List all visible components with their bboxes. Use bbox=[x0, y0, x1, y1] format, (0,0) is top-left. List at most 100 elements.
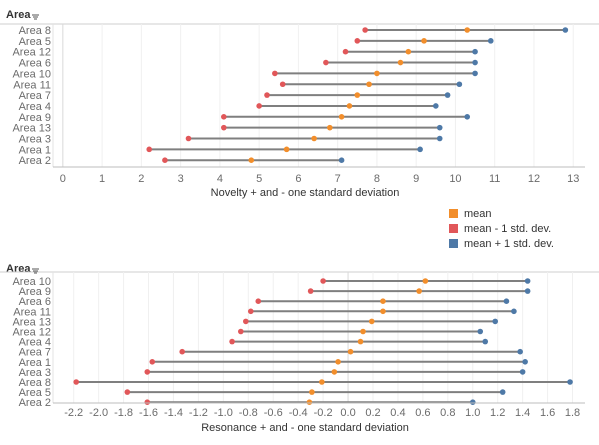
novelty-plus-point bbox=[487, 38, 494, 44]
novelty-category-label: Area 11 bbox=[13, 79, 51, 91]
resonance-mean-point bbox=[416, 288, 422, 294]
novelty-mean-point bbox=[346, 103, 353, 109]
novelty-mean-point bbox=[405, 48, 412, 55]
resonance-tick-label: 0.0 bbox=[340, 407, 355, 419]
legend-swatch-plus bbox=[449, 239, 458, 248]
resonance-mean-point bbox=[368, 318, 375, 325]
novelty-mean-point bbox=[366, 81, 372, 88]
resonance-tick-label: -0.6 bbox=[264, 407, 283, 419]
novelty-mean-point bbox=[374, 70, 380, 77]
novelty-minus-point bbox=[342, 48, 349, 55]
novelty-plus-point bbox=[433, 103, 439, 109]
resonance-tick-label: 0.6 bbox=[415, 407, 430, 419]
resonance-category-label: Area 2 bbox=[19, 397, 51, 409]
resonance-minus-point bbox=[149, 359, 156, 365]
novelty-minus-point bbox=[221, 114, 227, 120]
novelty-minus-point bbox=[221, 124, 227, 131]
resonance-mean-point bbox=[347, 348, 354, 355]
novelty-mean-point bbox=[248, 157, 255, 163]
novelty-plus-point bbox=[472, 70, 478, 77]
novelty-category-label: Area 10 bbox=[12, 68, 51, 80]
resonance-minus-point bbox=[179, 348, 185, 355]
resonance-tick-label: -2.2 bbox=[64, 407, 83, 419]
novelty-mean-point bbox=[327, 124, 333, 131]
resonance-minus-point bbox=[255, 298, 262, 305]
resonance-plus-point bbox=[482, 338, 489, 345]
resonance-category-label: Area 3 bbox=[19, 367, 51, 379]
novelty-plus-point bbox=[436, 135, 443, 142]
novelty-tick-label: 13 bbox=[567, 173, 579, 185]
resonance-tick-label: 1.0 bbox=[465, 407, 480, 419]
novelty-plus-point bbox=[472, 48, 478, 55]
resonance-minus-point bbox=[73, 379, 79, 385]
resonance-axis-title: Resonance + and - one standard deviation bbox=[201, 422, 409, 434]
novelty-plus-point bbox=[417, 146, 423, 153]
resonance-tick-label: -1.4 bbox=[164, 407, 183, 419]
resonance-category-label: Area 13 bbox=[12, 316, 51, 328]
novelty-tick-label: 5 bbox=[256, 173, 262, 185]
resonance-plus-point bbox=[519, 369, 526, 375]
novelty-minus-point bbox=[256, 103, 262, 109]
resonance-tick-label: -0.4 bbox=[289, 407, 308, 419]
novelty-mean-point bbox=[464, 27, 471, 33]
resonance-mean-point bbox=[331, 369, 338, 375]
novelty-category-label: Area 3 bbox=[19, 134, 51, 146]
resonance-tick-label: -1.0 bbox=[214, 407, 233, 419]
resonance-plus-point bbox=[517, 348, 523, 355]
novelty-minus-point bbox=[354, 38, 361, 44]
resonance-plus-point bbox=[499, 389, 506, 395]
legend-swatch-minus bbox=[449, 224, 458, 233]
resonance-category-label: Area 12 bbox=[12, 327, 51, 339]
resonance-category-label: Area 5 bbox=[19, 387, 51, 399]
novelty-category-label: Area 4 bbox=[19, 101, 51, 113]
legend-label-minus: mean - 1 std. dev. bbox=[464, 223, 551, 235]
resonance-area-header: Area bbox=[6, 263, 31, 275]
resonance-category-label: Area 8 bbox=[19, 377, 51, 389]
resonance-tick-label: -1.6 bbox=[139, 407, 158, 419]
resonance-category-label: Area 4 bbox=[19, 337, 51, 349]
resonance-plus-point bbox=[477, 328, 484, 335]
novelty-tick-label: 6 bbox=[295, 173, 301, 185]
novelty-category-label: Area 5 bbox=[19, 36, 51, 48]
novelty-tick-label: 2 bbox=[138, 173, 144, 185]
resonance-plus-point bbox=[567, 379, 573, 385]
novelty-minus-point bbox=[146, 146, 153, 153]
novelty-plus-point bbox=[456, 81, 463, 88]
novelty-mean-point bbox=[338, 114, 345, 120]
resonance-plus-point bbox=[524, 288, 531, 294]
resonance-tick-label: 0.2 bbox=[365, 407, 380, 419]
novelty-tick-label: 7 bbox=[335, 173, 341, 185]
resonance-minus-point bbox=[247, 308, 254, 315]
resonance-plus-point bbox=[469, 399, 476, 406]
resonance-tick-label: -1.2 bbox=[189, 407, 208, 419]
resonance-tick-label: 0.8 bbox=[440, 407, 455, 419]
resonance-minus-point bbox=[307, 288, 314, 294]
resonance-mean-point bbox=[335, 359, 341, 365]
resonance-mean-point bbox=[309, 389, 315, 395]
novelty-mean-point bbox=[397, 59, 404, 66]
novelty-plus-point bbox=[338, 157, 345, 163]
novelty-minus-point bbox=[362, 27, 368, 33]
novelty-plus-point bbox=[472, 59, 478, 66]
resonance-tick-label: 1.8 bbox=[565, 407, 580, 419]
novelty-plus-point bbox=[436, 124, 443, 131]
novelty-tick-label: 3 bbox=[178, 173, 184, 185]
novelty-category-label: Area 1 bbox=[19, 144, 51, 156]
resonance-category-label: Area 7 bbox=[19, 347, 51, 359]
resonance-tick-label: 1.6 bbox=[540, 407, 555, 419]
resonance-category-label: Area 10 bbox=[12, 276, 51, 288]
resonance-mean-point bbox=[380, 298, 386, 305]
resonance-plus-point bbox=[522, 359, 528, 365]
legend-swatch-mean bbox=[449, 209, 458, 218]
novelty-minus-point bbox=[279, 81, 286, 88]
resonance-mean-point bbox=[306, 399, 313, 406]
legend-label-mean: mean bbox=[464, 208, 492, 220]
novelty-plus-point bbox=[562, 27, 569, 33]
resonance-category-label: Area 11 bbox=[13, 306, 51, 318]
resonance-minus-point bbox=[144, 369, 151, 375]
novelty-minus-point bbox=[162, 157, 168, 163]
resonance-category-label: Area 6 bbox=[19, 296, 51, 308]
resonance-plus-point bbox=[524, 278, 531, 284]
resonance-mean-point bbox=[380, 308, 386, 315]
